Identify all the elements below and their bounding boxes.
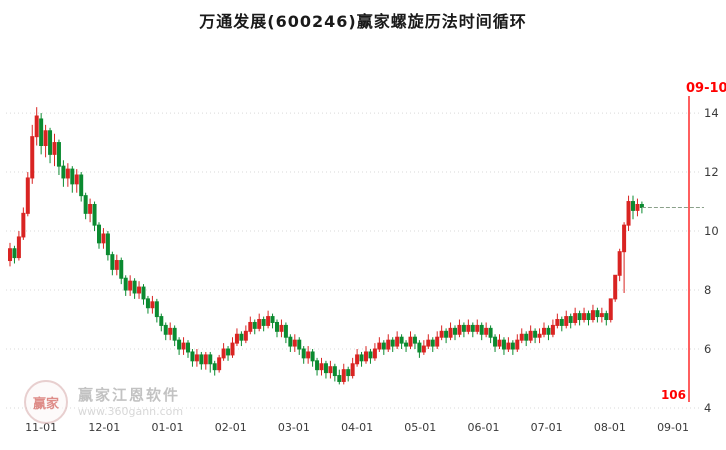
- svg-text:6: 6: [704, 342, 711, 356]
- watermark: 赢家 赢家江恩软件 www.360gann.com: [24, 380, 183, 424]
- svg-text:106: 106: [661, 388, 686, 402]
- watermark-brand: 赢家江恩软件: [78, 385, 181, 404]
- svg-text:12-01: 12-01: [88, 421, 120, 434]
- svg-text:10: 10: [704, 224, 719, 238]
- svg-text:02-01: 02-01: [215, 421, 247, 434]
- svg-text:03-01: 03-01: [278, 421, 310, 434]
- svg-text:01-01: 01-01: [152, 421, 184, 434]
- svg-text:05-01: 05-01: [404, 421, 436, 434]
- svg-text:04-01: 04-01: [341, 421, 373, 434]
- svg-text:4: 4: [704, 401, 711, 415]
- svg-text:09-01: 09-01: [657, 421, 689, 434]
- svg-text:8: 8: [704, 283, 711, 297]
- svg-text:09-10: 09-10: [686, 81, 726, 96]
- svg-text:12: 12: [704, 165, 719, 179]
- page-title: 万通发展(600246)赢家螺旋历法时间循环: [199, 12, 527, 31]
- svg-text:08-01: 08-01: [594, 421, 626, 434]
- watermark-url: www.360gann.com: [78, 404, 184, 418]
- svg-text:06-01: 06-01: [467, 421, 499, 434]
- brand-logo-icon: 赢家: [24, 380, 68, 424]
- brand-logo-text: 赢家: [32, 396, 59, 412]
- svg-text:11-01: 11-01: [25, 421, 57, 434]
- svg-text:07-01: 07-01: [531, 421, 563, 434]
- svg-text:14: 14: [704, 106, 719, 120]
